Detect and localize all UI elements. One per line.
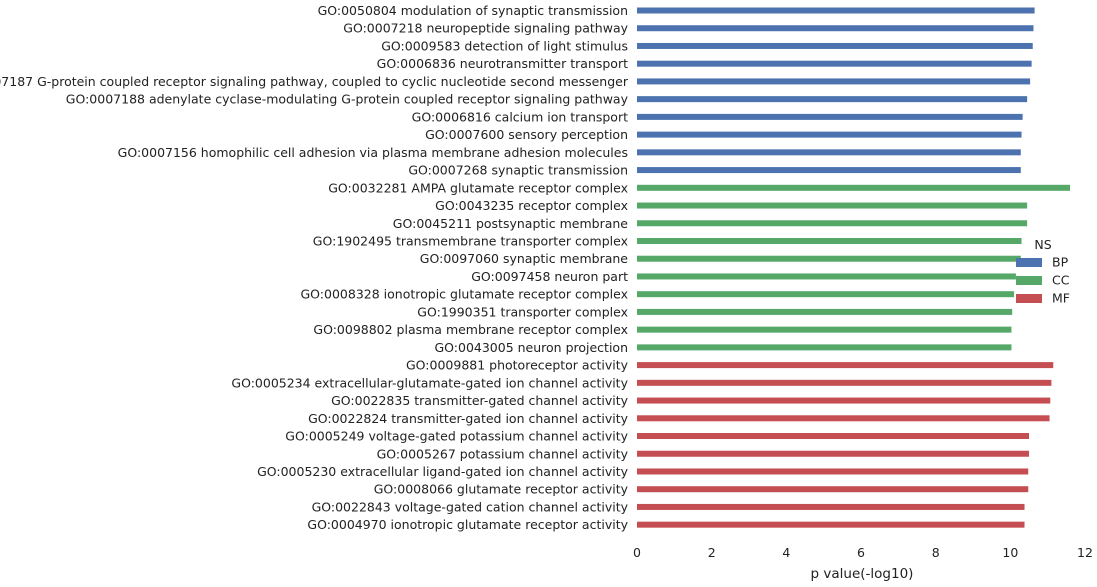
- bar-cc: [637, 237, 1022, 244]
- category-label: GO:0009583 detection of light stimulus: [381, 38, 628, 53]
- bar-cc: [637, 308, 1013, 315]
- bar-mf: [637, 503, 1025, 510]
- category-label: GO:0007187 G-protein coupled receptor si…: [0, 74, 629, 89]
- x-tick-label: 0: [633, 545, 641, 560]
- x-tick-label: 2: [708, 545, 716, 560]
- legend-label-bp: BP: [1052, 255, 1069, 270]
- bar-cc: [637, 326, 1012, 333]
- legend-swatch-cc: [1016, 276, 1042, 285]
- bar-bp: [637, 25, 1034, 32]
- legend-title: NS: [1034, 237, 1051, 252]
- bar-mf: [637, 362, 1054, 369]
- category-label: GO:0008066 glutamate receptor activity: [374, 482, 629, 497]
- category-label: GO:0007188 adenylate cyclase-modulating …: [66, 92, 629, 107]
- category-label: GO:0022843 voltage-gated cation channel …: [312, 499, 629, 514]
- bar-mf: [637, 433, 1029, 440]
- category-label: GO:0006816 calcium ion transport: [412, 109, 628, 124]
- category-label: GO:0008328 ionotropic glutamate receptor…: [301, 287, 629, 302]
- bar-cc: [637, 220, 1028, 227]
- legend-label-cc: CC: [1052, 273, 1070, 288]
- legend-swatch-bp: [1016, 258, 1042, 267]
- category-label: GO:0043005 neuron projection: [434, 340, 628, 355]
- bar-mf: [637, 468, 1029, 475]
- category-label: GO:0005267 potassium channel activity: [377, 446, 629, 461]
- category-label: GO:0007600 sensory perception: [425, 127, 628, 142]
- category-label: GO:0097060 synaptic membrane: [420, 251, 629, 266]
- bar-mf: [637, 415, 1050, 422]
- category-label: GO:0009881 photoreceptor activity: [406, 358, 629, 373]
- bar-cc: [637, 255, 1021, 262]
- bar-cc: [637, 344, 1012, 351]
- category-label: GO:0007156 homophilic cell adhesion via …: [118, 145, 628, 160]
- category-label: GO:0045211 postsynaptic membrane: [393, 216, 629, 231]
- category-label: GO:0043235 receptor complex: [435, 198, 628, 213]
- bar-mf: [637, 397, 1051, 404]
- bar-bp: [637, 7, 1035, 14]
- category-label: GO:0022824 transmitter-gated ion channel…: [308, 411, 629, 426]
- category-labels: GO:0050804 modulation of synaptic transm…: [0, 3, 629, 532]
- category-label: GO:0032281 AMPA glutamate receptor compl…: [328, 180, 628, 195]
- bar-cc: [637, 273, 1016, 280]
- category-label: GO:0007268 synaptic transmission: [408, 163, 628, 178]
- bar-cc: [637, 202, 1028, 209]
- category-label: GO:0022835 transmitter-gated channel act…: [331, 393, 628, 408]
- legend-swatch-mf: [1016, 294, 1042, 303]
- category-label: GO:0005230 extracellular ligand-gated io…: [257, 464, 629, 479]
- bars: [637, 7, 1071, 528]
- bar-bp: [637, 167, 1021, 174]
- bar-bp: [637, 149, 1021, 156]
- bar-bp: [637, 60, 1032, 67]
- x-tick-label: 4: [782, 545, 790, 560]
- category-label: GO:0005249 voltage-gated potassium chann…: [285, 429, 628, 444]
- category-label: GO:0097458 neuron part: [471, 269, 628, 284]
- bar-cc: [637, 184, 1071, 191]
- x-axis: p value(-log10) 0 2 4 6 8 10 12: [633, 545, 1093, 582]
- x-axis-title: p value(-log10): [811, 566, 914, 582]
- x-tick-label: 12: [1077, 545, 1093, 560]
- category-label: GO:0007218 neuropeptide signaling pathwa…: [343, 21, 628, 36]
- category-label: GO:1902495 transmembrane transporter com…: [313, 233, 628, 248]
- x-tick-label: 8: [932, 545, 940, 560]
- x-tick-label: 6: [857, 545, 865, 560]
- legend: NS BP CC MF: [1016, 237, 1070, 306]
- bar-mf: [637, 486, 1029, 493]
- category-label: GO:0006836 neurotransmitter transport: [377, 56, 628, 71]
- legend-label-mf: MF: [1052, 291, 1070, 306]
- bar-bp: [637, 78, 1031, 85]
- category-label: GO:0098802 plasma membrane receptor comp…: [313, 322, 628, 337]
- bar-bp: [637, 113, 1023, 120]
- category-label: GO:1990351 transporter complex: [417, 304, 628, 319]
- bar-bp: [637, 42, 1033, 49]
- category-label: GO:0050804 modulation of synaptic transm…: [318, 3, 628, 18]
- bar-mf: [637, 450, 1029, 457]
- bar-mf: [637, 379, 1052, 386]
- bar-cc: [637, 291, 1015, 298]
- bar-bp: [637, 131, 1022, 138]
- category-label: GO:0005234 extracellular-glutamate-gated…: [231, 375, 628, 390]
- bar-bp: [637, 96, 1028, 103]
- bar-mf: [637, 521, 1025, 528]
- category-label: GO:0004970 ionotropic glutamate receptor…: [307, 517, 628, 532]
- x-tick-label: 10: [1002, 545, 1018, 560]
